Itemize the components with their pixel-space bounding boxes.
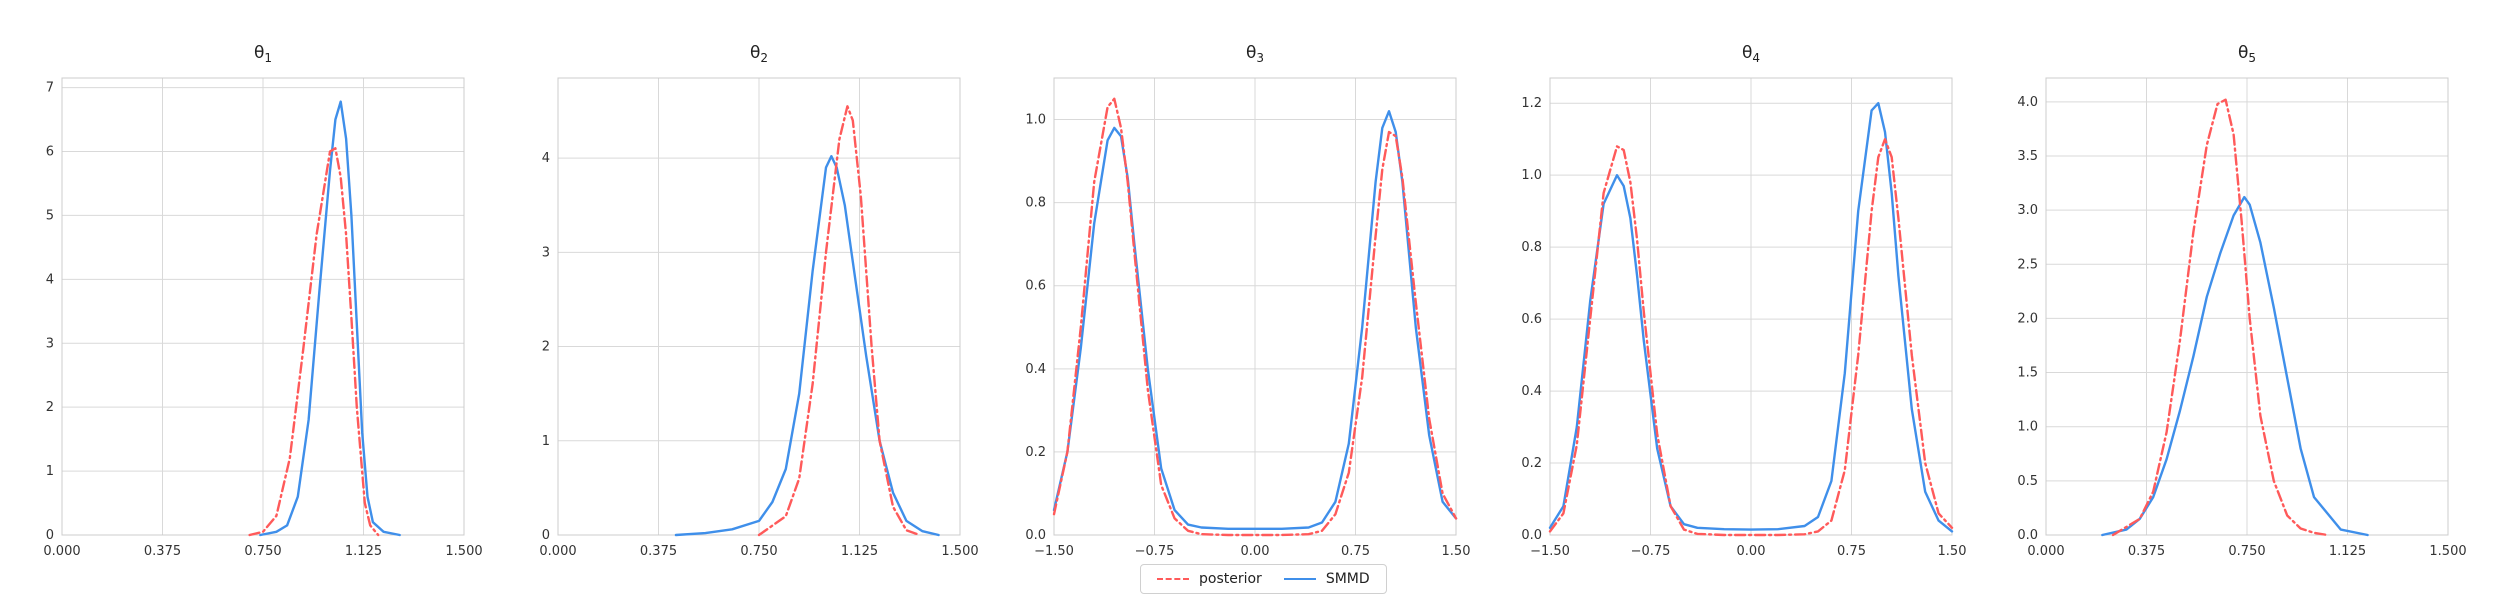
x-tick-label: 0.75: [1341, 544, 1370, 559]
y-tick-label: 0.2: [1025, 445, 1046, 460]
y-tick-label: 1.2: [1521, 96, 1542, 111]
x-tick-label: 0.375: [2128, 544, 2165, 559]
y-tick-label: 1: [46, 464, 54, 479]
x-tick-label: 0.000: [43, 544, 80, 559]
x-tick-label: 1.50: [1938, 544, 1967, 559]
y-tick-label: 2.5: [2017, 257, 2038, 272]
y-tick-label: 3.5: [2017, 149, 2038, 164]
series-line-smmd: [1548, 101, 1954, 533]
x-tick-label: 1.50: [1442, 544, 1471, 559]
series-line-posterior: [757, 105, 921, 537]
y-tick-label: 0.0: [1025, 528, 1046, 543]
y-tick-label: 0.4: [1025, 362, 1046, 377]
legend-swatch-posterior: [1157, 578, 1189, 580]
x-tick-label: 0.75: [1837, 544, 1866, 559]
x-tick-label: 1.500: [941, 544, 978, 559]
y-tick-label: 0.6: [1521, 312, 1542, 327]
x-tick-label: −0.75: [1135, 544, 1175, 559]
y-tick-label: 1.0: [1521, 168, 1542, 183]
plot-frame: [2045, 77, 2449, 536]
series-line-smmd: [259, 100, 401, 537]
legend-item-posterior: posterior: [1157, 571, 1262, 587]
y-tick-label: 4.0: [2017, 95, 2038, 110]
y-tick-label: 0: [46, 528, 54, 543]
y-tick-label: 3: [46, 336, 54, 351]
panel-title: θ3: [1246, 43, 1264, 65]
x-tick-label: 0.750: [244, 544, 281, 559]
x-tick-label: 0.00: [1737, 544, 1766, 559]
series-line-posterior: [2111, 98, 2329, 537]
y-tick-label: 5: [46, 208, 54, 223]
y-tick-label: 6: [46, 145, 54, 160]
x-tick-label: 1.500: [445, 544, 482, 559]
x-tick-label: 0.750: [740, 544, 777, 559]
legend: posterior SMMD: [1140, 564, 1387, 594]
x-tick-label: 1.500: [2429, 544, 2466, 559]
y-tick-label: 0.2: [1521, 456, 1542, 471]
y-tick-label: 2: [46, 400, 54, 415]
series-line-posterior: [1548, 137, 1954, 537]
y-tick-label: 0.0: [1521, 528, 1542, 543]
legend-label-smmd: SMMD: [1325, 571, 1370, 587]
series-line-posterior: [248, 147, 380, 537]
legend-item-smmd: SMMD: [1283, 571, 1370, 587]
panel-2: 0.000 0.375 0.750 1.125 1.500 0 1 2 3 4 θ2: [539, 43, 978, 559]
y-tick-label: 0: [542, 528, 550, 543]
panel-title: θ5: [2238, 43, 2256, 65]
series-line-smmd: [674, 154, 940, 537]
x-tick-label: 0.375: [640, 544, 677, 559]
x-tick-label: 1.125: [841, 544, 878, 559]
y-tick-label: 3: [542, 245, 550, 260]
x-tick-label: 0.375: [144, 544, 181, 559]
y-tick-label: 2.0: [2017, 311, 2038, 326]
y-tick-label: 2: [542, 340, 550, 355]
y-tick-label: 0.8: [1521, 240, 1542, 255]
y-tick-label: 1.5: [2017, 366, 2038, 381]
y-tick-label: 0.0: [2017, 528, 2038, 543]
y-tick-label: 4: [46, 272, 54, 287]
y-tick-label: 1: [542, 434, 550, 449]
plot-frame: [1053, 77, 1457, 536]
series-line-posterior: [1052, 97, 1458, 537]
panel-3: −1.50 −0.75 0.00 0.75 1.50 0.0 0.2 0.4 0.6 0.8 1.0…: [1025, 43, 1470, 559]
x-tick-label: 0.00: [1241, 544, 1270, 559]
x-tick-label: 1.125: [2329, 544, 2366, 559]
y-tick-label: 4: [542, 151, 550, 166]
x-tick-label: 0.750: [2228, 544, 2265, 559]
y-tick-label: 1.0: [2017, 420, 2038, 435]
y-tick-label: 1.0: [1025, 113, 1046, 128]
panel-4: −1.50 −0.75 0.00 0.75 1.50 0.0 0.2 0.4 0.6 0.8 1.0…: [1521, 43, 1966, 559]
y-tick-label: 7: [46, 81, 54, 96]
y-tick-label: 0.5: [2017, 474, 2038, 489]
x-tick-label: −1.50: [1034, 544, 1074, 559]
x-tick-label: 0.000: [2027, 544, 2064, 559]
panel-5: 0.000 0.375 0.750 1.125 1.500 0.0 0.5 1.0 1.5 2.0…: [2017, 43, 2466, 559]
y-tick-label: 0.6: [1025, 279, 1046, 294]
x-tick-label: −1.50: [1530, 544, 1570, 559]
x-tick-label: −0.75: [1631, 544, 1671, 559]
panel-title: θ4: [1742, 43, 1760, 65]
panel-title: θ1: [254, 43, 272, 65]
legend-label-posterior: posterior: [1199, 571, 1262, 587]
x-tick-label: 1.125: [345, 544, 382, 559]
series-line-smmd: [1052, 109, 1458, 530]
x-tick-label: 0.000: [539, 544, 576, 559]
y-tick-label: 3.0: [2017, 203, 2038, 218]
panel-title: θ2: [750, 43, 768, 65]
series-line-smmd: [2101, 195, 2369, 537]
panel-1: 0.000 0.375 0.750 1.125 1.500 0 1 2 3 4 5 6 7 θ1: [43, 43, 482, 559]
y-tick-label: 0.8: [1025, 196, 1046, 211]
legend-swatch-smmd: [1283, 578, 1316, 580]
y-tick-label: 0.4: [1521, 384, 1542, 399]
